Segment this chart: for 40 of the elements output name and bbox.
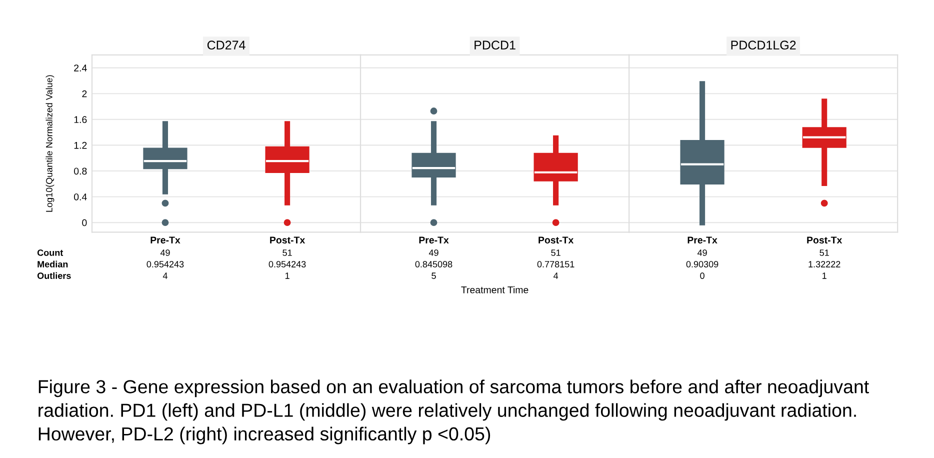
x-tick-label: Pre-Tx <box>150 236 180 244</box>
chart-title: PDCD1 <box>474 40 516 50</box>
chart-title: CD274 <box>207 40 246 50</box>
text: 4 <box>554 272 558 279</box>
text: 51 <box>820 250 829 256</box>
text: 0.845098 <box>415 261 452 268</box>
y-axis-title: Log10(Quantile Normalized Value) <box>46 75 54 212</box>
text: 51 <box>282 250 292 256</box>
text: 0.90309 <box>686 261 718 268</box>
text: Outliers <box>37 272 71 279</box>
caption: Figure 3 - Gene expression based on an evaluation of sarcoma tumors before and after neoadjuvant radiation. PD1 (left) and PD-L1 (middle) were relatively unchanged following neoadjuvant radiation. However, PD-L2 (right) increased significantly p <0.05) <box>38 380 869 444</box>
y-tick-label: 1.6 <box>74 116 87 124</box>
y-tick-label: 0 <box>82 219 87 226</box>
x-tick-label: Pre-Tx <box>688 236 718 244</box>
text: 49 <box>428 250 438 256</box>
text: 0.954243 <box>146 261 184 268</box>
y-tick-label: 2.4 <box>74 64 87 72</box>
y-tick-label: 0.4 <box>74 193 87 200</box>
text: 49 <box>160 250 170 256</box>
text: 0 <box>700 272 704 279</box>
text: 1 <box>285 272 290 279</box>
y-tick-label: 1.2 <box>74 142 87 149</box>
text: 49 <box>697 250 707 256</box>
x-tick-label: Post-Tx <box>807 236 842 244</box>
text: 51 <box>551 250 560 256</box>
text: 1.32222 <box>808 261 840 268</box>
text: 0.778151 <box>537 261 574 268</box>
chart-title: PDCD1LG2 <box>731 40 796 50</box>
text: Count <box>37 250 64 256</box>
text: Median <box>38 260 68 268</box>
text: 1 <box>822 272 826 279</box>
text: 4 <box>162 272 168 279</box>
x-tick-label: Post-Tx <box>270 236 306 244</box>
text: 0.954243 <box>268 261 306 268</box>
y-tick-label: 2 <box>82 90 87 98</box>
y-tick-label: 0.8 <box>74 168 87 175</box>
x-axis-title: Treatment Time <box>461 286 528 294</box>
x-tick-label: Pre-Tx <box>419 236 449 244</box>
x-tick-label: Post-Tx <box>538 236 574 244</box>
text: 5 <box>432 272 436 279</box>
